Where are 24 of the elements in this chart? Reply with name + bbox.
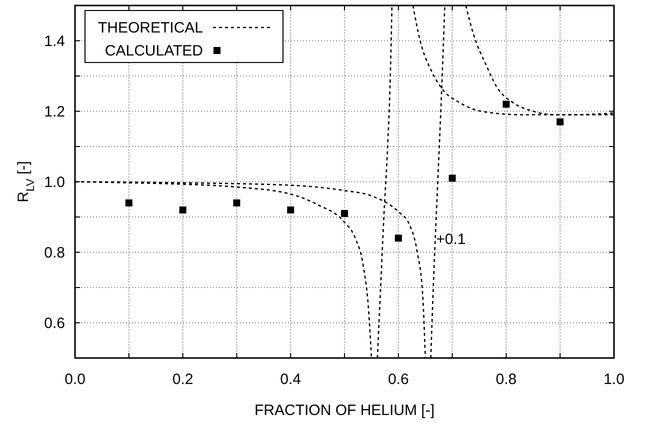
point [125,199,132,206]
point [394,234,402,242]
y-tick-label: 0.8 [44,244,65,262]
x-axis-title: FRACTION OF HELIUM [-] [254,402,434,419]
legend-label: THEORETICAL [98,20,203,36]
point [556,118,564,126]
y-tick-label: 1.0 [44,174,65,191]
point [448,174,456,182]
point [179,206,186,214]
x-tick-label: 1.0 [604,371,624,388]
x-tick-label: 0.8 [496,371,517,388]
annotation: +0.1 [436,231,466,248]
y-tick-label: 0.6 [44,314,65,332]
x-tick-label: 0.2 [172,371,194,388]
x-tick-label: 0.0 [64,371,86,388]
point [502,100,510,108]
point [233,199,240,206]
y-tick-label: 1.4 [44,32,65,50]
legend-label: CALCULATED [104,42,204,60]
x-tick-label: 0.4 [280,371,302,388]
x-tick-label: 0.6 [388,371,409,388]
point [341,210,348,217]
point [287,206,294,214]
y-tick-label: 1.2 [44,103,65,120]
